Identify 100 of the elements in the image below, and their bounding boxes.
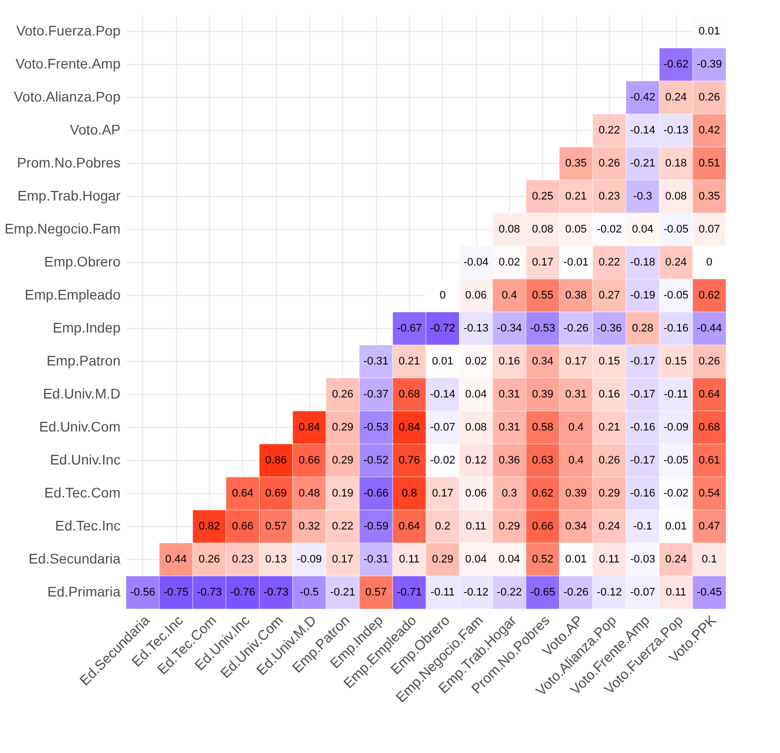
y-tick-label: Emp.Indep	[52, 320, 121, 336]
data-label: 0.57	[265, 520, 287, 532]
data-label: 0.28	[632, 322, 654, 334]
data-label: -0.31	[363, 356, 389, 368]
data-label: -0.53	[363, 422, 389, 434]
data-label: 0.82	[198, 520, 220, 532]
data-label: 0.29	[432, 554, 454, 566]
y-tick-label: Voto.Frente.Amp	[15, 56, 121, 72]
data-label: 0.26	[198, 554, 220, 566]
data-label: -0.09	[296, 554, 322, 566]
data-label: -0.53	[530, 322, 556, 334]
data-label: 0.62	[532, 488, 554, 500]
data-label: -0.75	[163, 586, 189, 598]
data-label: -0.59	[363, 520, 389, 532]
data-label: -0.17	[630, 356, 656, 368]
data-label: -0.14	[630, 124, 656, 136]
data-label: 0.64	[698, 388, 720, 400]
y-tick-label: Emp.Trab.Hogar	[18, 188, 121, 204]
data-label: -0.16	[630, 422, 656, 434]
data-label: -0.73	[263, 586, 289, 598]
data-label: 0.27	[598, 290, 620, 302]
data-label: 0.2	[435, 520, 450, 532]
data-label: -0.21	[330, 586, 356, 598]
data-label: 0.19	[332, 488, 354, 500]
data-label: -0.1	[633, 520, 652, 532]
data-label: 0.11	[399, 554, 420, 566]
data-label: -0.22	[496, 586, 522, 598]
data-label: -0.02	[430, 454, 456, 466]
data-label: 0.63	[532, 454, 554, 466]
data-label: -0.17	[630, 454, 656, 466]
data-label: 0.8	[402, 488, 417, 500]
data-label: 0.16	[498, 356, 520, 368]
data-label: 0.57	[365, 586, 387, 598]
data-label: 0.24	[598, 520, 620, 532]
data-label: -0.72	[430, 322, 456, 334]
data-label: 0.62	[698, 290, 720, 302]
data-label: -0.71	[396, 586, 422, 598]
data-label: 0.4	[568, 454, 584, 466]
data-label: 0.16	[598, 388, 620, 400]
data-label: 0.01	[665, 520, 687, 532]
data-label: 0.01	[565, 554, 587, 566]
data-label: 0.66	[298, 454, 320, 466]
data-label: -0.13	[463, 322, 489, 334]
y-tick-label: Ed.Secundaria	[28, 550, 121, 566]
data-label: 0.02	[465, 356, 487, 368]
data-label: 0.64	[232, 488, 254, 500]
y-tick-label: Ed.Primaria	[47, 584, 121, 600]
data-label: 0.15	[665, 356, 687, 368]
data-label: -0.05	[663, 224, 689, 236]
data-label: -0.11	[430, 586, 455, 598]
data-label: 0.02	[498, 256, 520, 268]
data-label: 0.22	[332, 520, 354, 532]
data-label: -0.12	[596, 586, 622, 598]
data-label: -0.11	[664, 388, 688, 400]
data-label: 0.1	[702, 554, 717, 566]
data-label: 0.32	[298, 520, 320, 532]
data-label: 0.26	[598, 158, 620, 170]
data-label: -0.17	[630, 388, 656, 400]
data-label: -0.13	[663, 124, 689, 136]
data-label: -0.56	[130, 586, 156, 598]
data-label: 0.23	[232, 554, 254, 566]
data-label: -0.65	[530, 586, 556, 598]
data-label: -0.12	[463, 586, 489, 598]
data-label: -0.26	[563, 322, 589, 334]
data-label: 0.29	[332, 422, 354, 434]
data-label: -0.21	[630, 158, 656, 170]
data-label: 0.17	[332, 554, 354, 566]
data-label: 0.04	[465, 388, 487, 400]
data-label: 0.08	[665, 190, 687, 202]
data-label: 0.17	[565, 356, 587, 368]
data-label: -0.34	[496, 322, 522, 334]
data-label: 0.58	[532, 422, 554, 434]
data-label: -0.5	[300, 586, 319, 598]
data-label: 0.17	[532, 256, 554, 268]
data-label: 0.76	[398, 454, 420, 466]
data-label: -0.02	[663, 488, 689, 500]
data-label: 0.47	[698, 520, 720, 532]
data-label: -0.19	[630, 290, 656, 302]
data-label: 0.84	[398, 422, 420, 434]
y-tick-label: Emp.Patron	[46, 352, 120, 368]
data-label: 0.08	[532, 224, 554, 236]
data-label: 0.04	[632, 224, 654, 236]
data-label: 0.26	[332, 388, 354, 400]
data-label: -0.07	[630, 586, 656, 598]
data-label: 0.11	[466, 520, 486, 532]
data-label: -0.52	[363, 454, 389, 466]
data-label: 0.31	[565, 388, 587, 400]
data-label: 0.05	[565, 224, 587, 236]
data-label: 0.04	[465, 554, 487, 566]
data-label: 0.68	[698, 422, 720, 434]
data-label: -0.01	[563, 256, 589, 268]
data-label: 0.21	[398, 356, 420, 368]
data-label: 0.13	[265, 554, 287, 566]
data-label: -0.44	[696, 322, 722, 334]
data-label: 0.26	[598, 454, 620, 466]
data-label: 0.24	[665, 256, 687, 268]
y-tick-label: Voto.AP	[70, 122, 120, 138]
data-label: 0.15	[598, 356, 620, 368]
data-label: 0.52	[532, 554, 554, 566]
data-label: -0.03	[630, 554, 656, 566]
